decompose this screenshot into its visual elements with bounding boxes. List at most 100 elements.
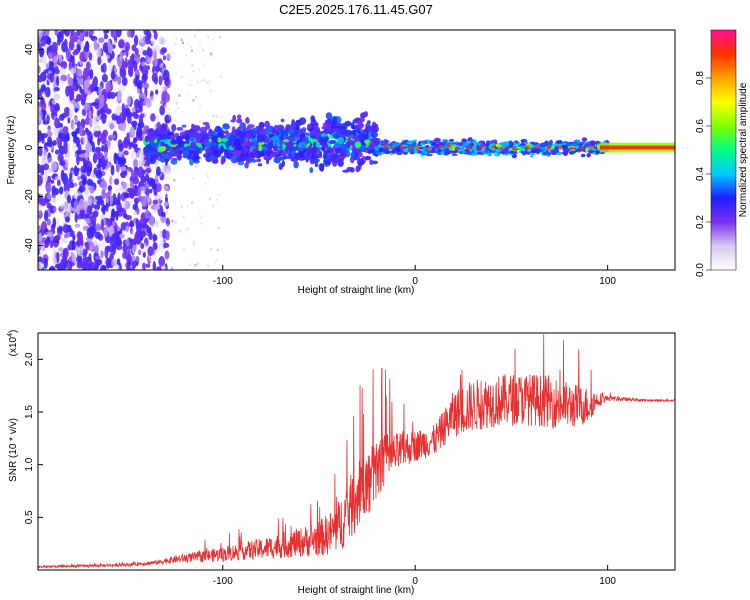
snr-y-axis-label: SNR (10 * v/v) bbox=[8, 418, 19, 482]
spectrogram-cell bbox=[52, 217, 57, 228]
spectrogram-cell bbox=[104, 30, 110, 34]
spectrogram-cell bbox=[87, 132, 93, 142]
spectrogram-cell bbox=[59, 79, 64, 86]
spectrogram-cell bbox=[349, 167, 355, 173]
spectrogram-cell bbox=[210, 161, 213, 165]
spectrogram-cell bbox=[254, 153, 258, 159]
spectrogram-cell bbox=[118, 143, 124, 152]
spectrogram-cell bbox=[369, 149, 374, 153]
spectrogram-cell bbox=[109, 91, 116, 99]
spectrogram-cell bbox=[62, 224, 70, 234]
spectrogram-cell bbox=[145, 99, 152, 108]
spectrogram-cell bbox=[271, 128, 275, 134]
spectrogram-cell bbox=[85, 61, 91, 71]
spectrogram-cell bbox=[207, 82, 210, 86]
spectrogram-cell bbox=[434, 145, 439, 150]
spectrogram-cell bbox=[236, 114, 242, 119]
spectrogram-cell bbox=[192, 125, 201, 131]
spectrogram-cell bbox=[461, 138, 467, 143]
spectrogram-cell bbox=[589, 142, 594, 148]
spectrogram-cell bbox=[131, 169, 135, 180]
snr-y-multiplier-close: ) bbox=[8, 330, 19, 333]
spectrogram-cell bbox=[217, 127, 223, 135]
spectrogram-cell bbox=[137, 123, 144, 128]
spectrogram-cell bbox=[282, 143, 286, 151]
spectrogram-cell bbox=[258, 144, 263, 152]
spectrogram-cell bbox=[99, 108, 104, 115]
spectrogram-cell bbox=[202, 63, 206, 67]
spectrogram-cell bbox=[63, 38, 68, 49]
spectrogram-cell bbox=[51, 197, 57, 203]
spectrogram-cell bbox=[196, 262, 199, 266]
spectrogram-cell bbox=[191, 63, 194, 67]
spectrogram-x-tick-label: 100 bbox=[599, 276, 616, 287]
spectrogram-cell bbox=[42, 35, 48, 41]
spectrogram-cell bbox=[224, 130, 229, 134]
spectrogram-cell bbox=[57, 153, 64, 163]
spectrogram-cell bbox=[92, 153, 98, 164]
spectrogram-cell bbox=[145, 168, 152, 174]
spectrogram-cell bbox=[581, 137, 588, 142]
spectrogram-cell bbox=[350, 134, 354, 139]
spectrogram-cell bbox=[59, 204, 64, 210]
spectrogram-cell bbox=[449, 138, 455, 142]
spectrogram-cell bbox=[236, 118, 243, 124]
spectrogram-cell bbox=[170, 139, 178, 145]
spectrogram-cell bbox=[111, 258, 118, 267]
spectrogram-x-tick-label: 0 bbox=[412, 276, 418, 287]
spectrogram-cell bbox=[357, 122, 365, 129]
spectrogram-cell bbox=[64, 30, 71, 37]
spectrogram-cell bbox=[94, 205, 98, 210]
spectrogram-cell bbox=[49, 267, 55, 270]
spectrogram-cell bbox=[242, 122, 247, 131]
spectrogram-cell bbox=[73, 200, 79, 212]
spectrogram-cell bbox=[202, 121, 210, 126]
spectrogram-cell bbox=[256, 133, 264, 141]
spectrogram-cell bbox=[122, 109, 127, 122]
spectrogram-cell bbox=[180, 205, 183, 208]
spectrogram-cell bbox=[218, 36, 222, 39]
spectrogram-cell bbox=[138, 223, 144, 228]
spectrogram-cell bbox=[247, 124, 255, 129]
spectrogram-cell bbox=[113, 64, 119, 75]
spectrogram-cell bbox=[111, 220, 117, 227]
spectrogram-cell bbox=[171, 123, 177, 132]
spectrogram-cell bbox=[265, 126, 274, 135]
spectrogram-cell bbox=[159, 238, 164, 250]
spectrogram-cell bbox=[180, 75, 183, 79]
spectrogram-cell bbox=[557, 140, 563, 144]
spectrogram-cell bbox=[281, 155, 287, 160]
spectrogram-cell bbox=[80, 91, 87, 103]
spectrogram-cell bbox=[53, 126, 61, 136]
spectrogram-cell bbox=[337, 137, 344, 145]
spectrogram-cell bbox=[187, 227, 190, 231]
spectrogram-cell bbox=[70, 252, 74, 257]
spectrogram-cell bbox=[390, 146, 395, 150]
spectrogram-cell bbox=[69, 33, 74, 44]
spectrogram-cell bbox=[210, 247, 213, 251]
spectrogram-cell bbox=[502, 144, 507, 148]
spectrogram-cell bbox=[164, 114, 170, 124]
spectrogram-cell bbox=[97, 137, 101, 146]
spectrogram-cell bbox=[184, 135, 190, 141]
spectrogram-cell bbox=[412, 141, 417, 146]
spectrogram-cell bbox=[46, 36, 52, 46]
colorbar: 0.0 0.2 0.4 0.6 0.8 Normalized spectral ampl… bbox=[695, 29, 749, 277]
spectrogram-cell bbox=[225, 140, 230, 149]
spectrogram-cell bbox=[166, 195, 169, 199]
spectrogram-cell bbox=[460, 151, 468, 154]
spectrogram-cell bbox=[152, 199, 159, 205]
spectrogram-cell bbox=[194, 33, 197, 37]
spectrogram-cell bbox=[146, 226, 152, 234]
spectrogram-cell bbox=[231, 155, 237, 162]
spectrogram-cell bbox=[462, 142, 469, 146]
spectrogram-cell bbox=[580, 153, 586, 158]
spectrogram-cell bbox=[340, 152, 345, 157]
spectrogram-cell bbox=[54, 149, 60, 155]
spectrogram-cell bbox=[140, 242, 145, 250]
spectrogram-cell bbox=[213, 144, 219, 151]
spectrogram-cell bbox=[54, 234, 61, 241]
colorbar-tick-label: 0.0 bbox=[695, 263, 706, 277]
spectrogram-cell bbox=[89, 68, 94, 80]
spectrogram-cell bbox=[354, 141, 362, 148]
